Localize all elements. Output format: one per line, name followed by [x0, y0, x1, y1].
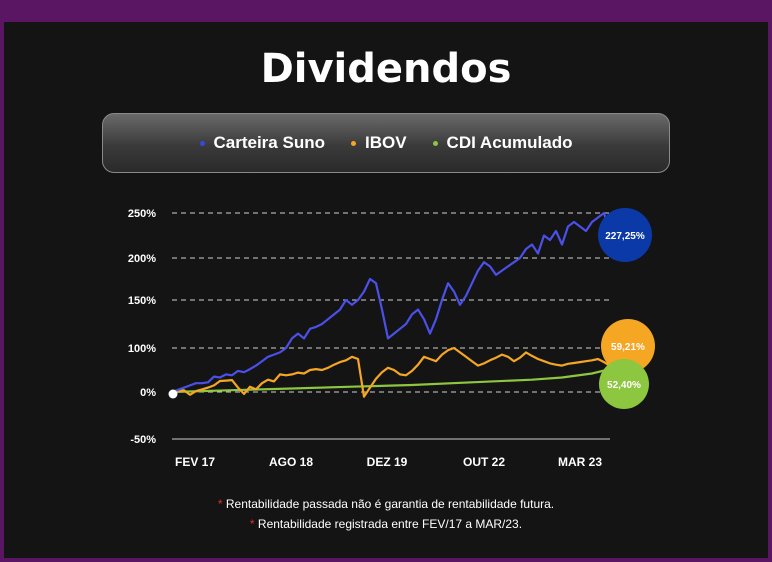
- end-value-badge: [601, 319, 655, 373]
- legend-dot-icon: [432, 140, 438, 146]
- end-value-label: 52,40%: [607, 380, 641, 391]
- line-chart: 250% 200% 150% 100% 0% -50% FEV 17 AGO 18 DEZ 19…: [128, 208, 655, 469]
- legend-label: Carteira Suno: [213, 133, 325, 152]
- end-value-label: 59,21%: [611, 342, 645, 353]
- legend-dot-icon: [199, 140, 205, 146]
- series-line-carteira-suno: [171, 211, 612, 394]
- footnote-text: Rentabilidade registrada entre FEV/17 a …: [257, 517, 523, 531]
- footnotes: * Rentabilidade passada não é garantia d…: [4, 494, 768, 534]
- footnote-text: Rentabilidade passada não é garantia de …: [225, 497, 555, 511]
- footnote-2: * Rentabilidade registrada entre FEV/17 …: [4, 514, 768, 534]
- y-tick-label: -50%: [130, 434, 156, 446]
- series-line-ibov: [171, 346, 611, 398]
- legend-item-cdi-acumulado: CDI Acumulado: [432, 133, 573, 153]
- x-tick-label: MAR 23: [558, 455, 602, 469]
- origin-marker: [168, 389, 178, 399]
- x-tick-label: DEZ 19: [367, 455, 408, 469]
- legend-label: IBOV: [364, 133, 407, 152]
- y-tick-label: 150%: [128, 295, 156, 307]
- end-value-badge: [599, 359, 649, 409]
- chart-legend: Carteira Suno IBOV CDI Acumulado: [102, 113, 670, 173]
- asterisk: *: [217, 497, 223, 511]
- x-tick-label: AGO 18: [269, 455, 313, 469]
- end-value-badge: [598, 208, 652, 262]
- legend-item-carteira-suno: Carteira Suno: [199, 133, 325, 153]
- x-tick-label: OUT 22: [463, 455, 505, 469]
- y-tick-label: 250%: [128, 208, 156, 220]
- y-tick-label: 100%: [128, 343, 156, 355]
- legend-label: CDI Acumulado: [446, 133, 573, 152]
- chart-card: Dividendos Carteira Suno IBOV CDI Acumul…: [4, 22, 768, 558]
- page-title: Dividendos: [260, 46, 512, 92]
- x-tick-label: FEV 17: [175, 455, 215, 469]
- end-value-label: 227,25%: [605, 231, 645, 242]
- asterisk: *: [249, 517, 255, 531]
- legend-item-ibov: IBOV: [350, 133, 407, 153]
- series-line-cdi-acumulado: [171, 368, 611, 394]
- y-tick-label: 0%: [140, 387, 156, 399]
- y-tick-label: 200%: [128, 253, 156, 265]
- legend-dot-icon: [350, 140, 356, 146]
- footnote-1: * Rentabilidade passada não é garantia d…: [4, 494, 768, 514]
